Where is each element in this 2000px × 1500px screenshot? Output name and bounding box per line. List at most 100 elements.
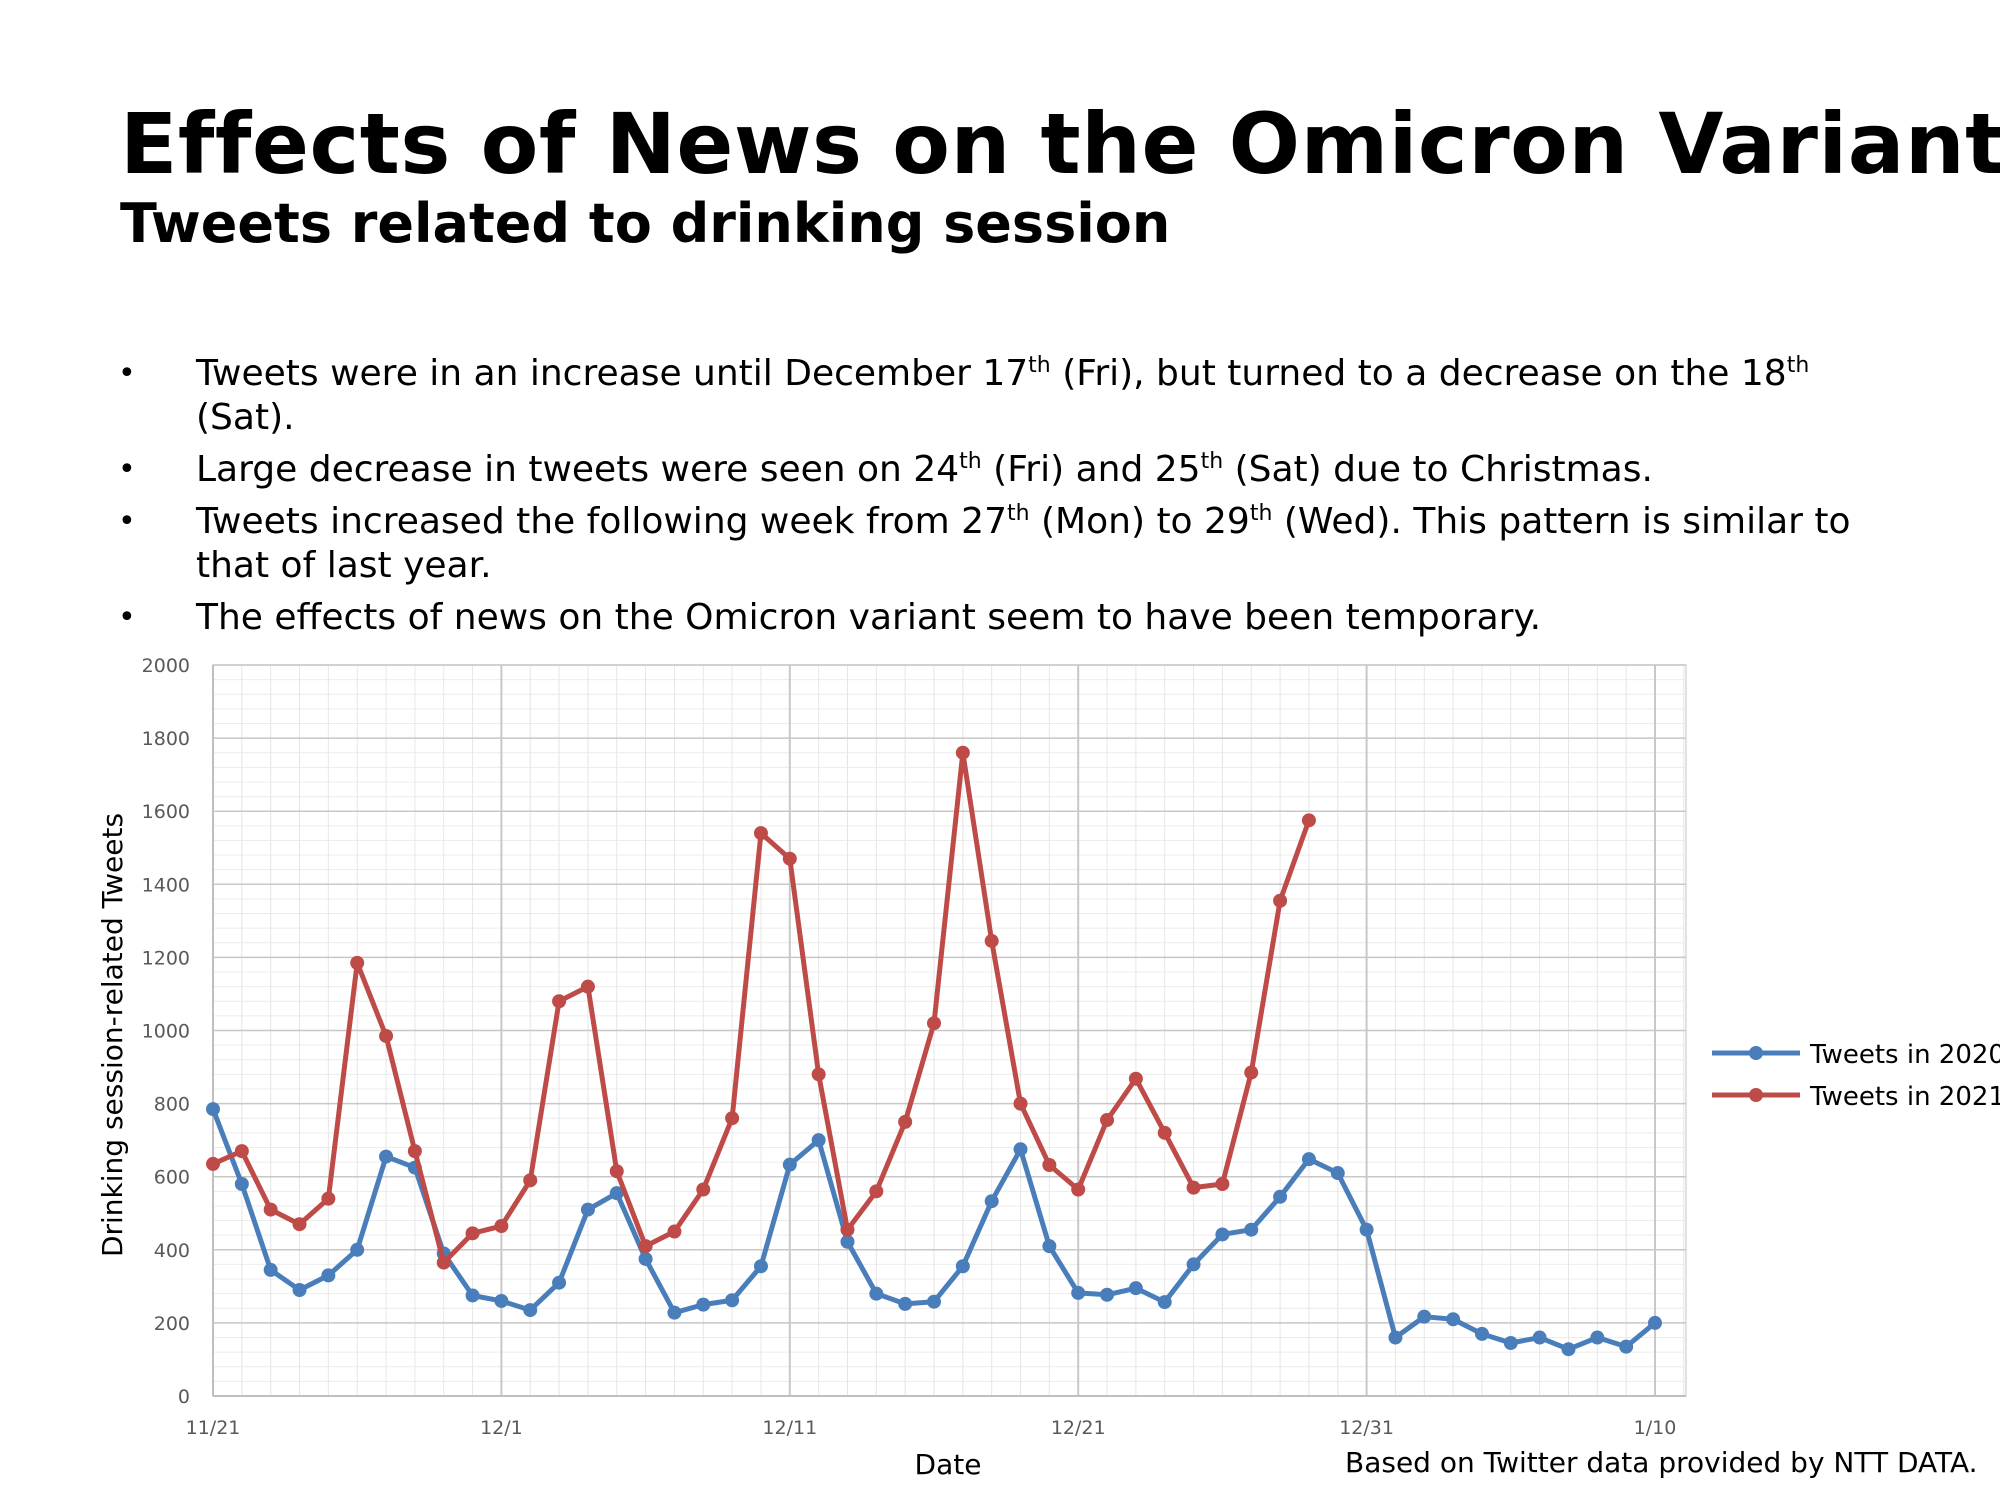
- y-tick-label: 600: [154, 1167, 190, 1189]
- page-subtitle: Tweets related to drinking session: [120, 192, 1171, 255]
- x-tick-label: 11/21: [186, 1417, 241, 1439]
- data-point-1: [1474, 1326, 1489, 1341]
- y-tick-label: 1000: [142, 1021, 190, 1043]
- data-point-1: [1359, 1222, 1374, 1237]
- bullet-superscript: th: [1200, 449, 1224, 474]
- x-tick-label: 12/11: [762, 1417, 817, 1439]
- y-axis-title: Drinking session-related Tweets: [96, 813, 129, 1257]
- source-note: Based on Twitter data provided by NTT DA…: [1345, 1446, 1978, 1479]
- bullet-text: (Mon) to 29: [1029, 501, 1250, 542]
- data-point-2: [811, 1067, 826, 1082]
- data-point-1: [638, 1251, 653, 1266]
- data-point-1: [1301, 1152, 1316, 1167]
- data-point-2: [580, 979, 595, 994]
- data-point-1: [1157, 1295, 1172, 1310]
- data-point-2: [523, 1173, 538, 1188]
- y-tick-label: 1400: [142, 874, 190, 896]
- data-point-1: [782, 1157, 797, 1172]
- legend-label: Tweets in 2021: [1809, 1082, 2000, 1112]
- data-point-2: [234, 1144, 249, 1159]
- bullet-superscript: th: [1249, 501, 1273, 526]
- legend-swatch-marker: [1749, 1088, 1763, 1102]
- data-point-1: [753, 1259, 768, 1274]
- data-point-2: [638, 1239, 653, 1254]
- data-point-1: [667, 1305, 682, 1320]
- data-point-1: [1013, 1142, 1028, 1157]
- bullet-item: • Tweets were in an increase until Decemb…: [118, 352, 1918, 440]
- bullet-item: • Large decrease in tweets were seen on 2…: [118, 448, 1918, 492]
- data-point-2: [984, 933, 999, 948]
- data-point-1: [234, 1177, 249, 1192]
- x-tick-label: 1/10: [1634, 1417, 1677, 1439]
- bullet-text: The effects of news on the Omicron varia…: [196, 597, 1542, 638]
- data-point-1: [1273, 1189, 1288, 1204]
- y-tick-label: 1200: [142, 947, 190, 969]
- data-point-2: [840, 1222, 855, 1237]
- data-point-1: [580, 1202, 595, 1217]
- y-tick-label: 200: [154, 1313, 190, 1335]
- data-point-1: [1042, 1239, 1057, 1254]
- data-point-2: [436, 1255, 451, 1270]
- bullet-dot: •: [118, 600, 136, 635]
- bullet-text: (Fri), but turned to a decrease on the 1…: [1050, 353, 1787, 394]
- data-point-1: [1388, 1330, 1403, 1345]
- data-point-2: [609, 1164, 624, 1179]
- data-point-1: [1100, 1287, 1115, 1302]
- bullet-dot: •: [118, 452, 136, 487]
- data-point-2: [869, 1184, 884, 1199]
- data-point-2: [1128, 1071, 1143, 1086]
- bullet-text: Large decrease in tweets were seen on 24: [196, 449, 960, 490]
- data-point-1: [1244, 1222, 1259, 1237]
- data-point-1: [725, 1293, 740, 1308]
- data-point-2: [206, 1156, 220, 1171]
- bullet-text: (Wed). This pattern is similar to that o…: [196, 501, 1851, 586]
- data-point-1: [263, 1262, 278, 1277]
- data-point-1: [1648, 1315, 1662, 1330]
- data-point-2: [1186, 1180, 1201, 1195]
- data-point-1: [292, 1283, 307, 1298]
- bullet-superscript: th: [1786, 353, 1810, 378]
- data-point-2: [753, 826, 768, 841]
- x-tick-label: 12/31: [1339, 1417, 1394, 1439]
- x-axis-title: Date: [915, 1448, 982, 1481]
- data-point-1: [379, 1149, 394, 1164]
- data-point-1: [1128, 1281, 1143, 1296]
- data-point-1: [1330, 1166, 1345, 1181]
- bullet-dot: •: [118, 504, 136, 539]
- y-tick-label: 0: [178, 1386, 190, 1408]
- data-point-1: [465, 1288, 480, 1303]
- data-point-2: [350, 955, 365, 970]
- data-point-1: [1532, 1330, 1547, 1345]
- data-point-1: [609, 1186, 624, 1201]
- data-point-1: [840, 1234, 855, 1249]
- bullet-text: Tweets were in an increase until Decembe…: [196, 353, 1029, 394]
- data-point-2: [407, 1144, 422, 1159]
- data-point-2: [696, 1182, 711, 1197]
- bullet-text: Tweets increased the following week from…: [196, 501, 1007, 542]
- data-point-2: [465, 1226, 480, 1241]
- data-point-2: [494, 1219, 509, 1234]
- data-point-1: [1071, 1285, 1086, 1300]
- bullet-item: • The effects of news on the Omicron vari…: [118, 596, 1918, 640]
- data-point-1: [1446, 1312, 1461, 1327]
- data-point-1: [1186, 1257, 1201, 1272]
- data-point-1: [696, 1297, 711, 1312]
- y-tick-label: 1800: [142, 728, 190, 750]
- bullet-text: (Sat).: [196, 397, 295, 438]
- data-point-2: [898, 1114, 913, 1129]
- data-point-2: [1042, 1158, 1057, 1173]
- data-point-2: [782, 851, 797, 866]
- data-point-2: [1273, 893, 1288, 908]
- data-point-1: [350, 1242, 365, 1257]
- x-tick-label: 12/1: [480, 1417, 523, 1439]
- legend-swatch-marker: [1749, 1046, 1763, 1060]
- bullet-text: (Sat) due to Christmas.: [1223, 449, 1653, 490]
- bullet-item: • Tweets increased the following week fro…: [118, 500, 1918, 588]
- data-point-1: [984, 1194, 999, 1209]
- y-tick-label: 800: [154, 1094, 190, 1116]
- y-tick-label: 400: [154, 1240, 190, 1262]
- data-point-2: [321, 1191, 336, 1206]
- data-point-2: [1244, 1065, 1259, 1080]
- data-point-2: [1215, 1177, 1230, 1192]
- data-point-1: [552, 1275, 567, 1290]
